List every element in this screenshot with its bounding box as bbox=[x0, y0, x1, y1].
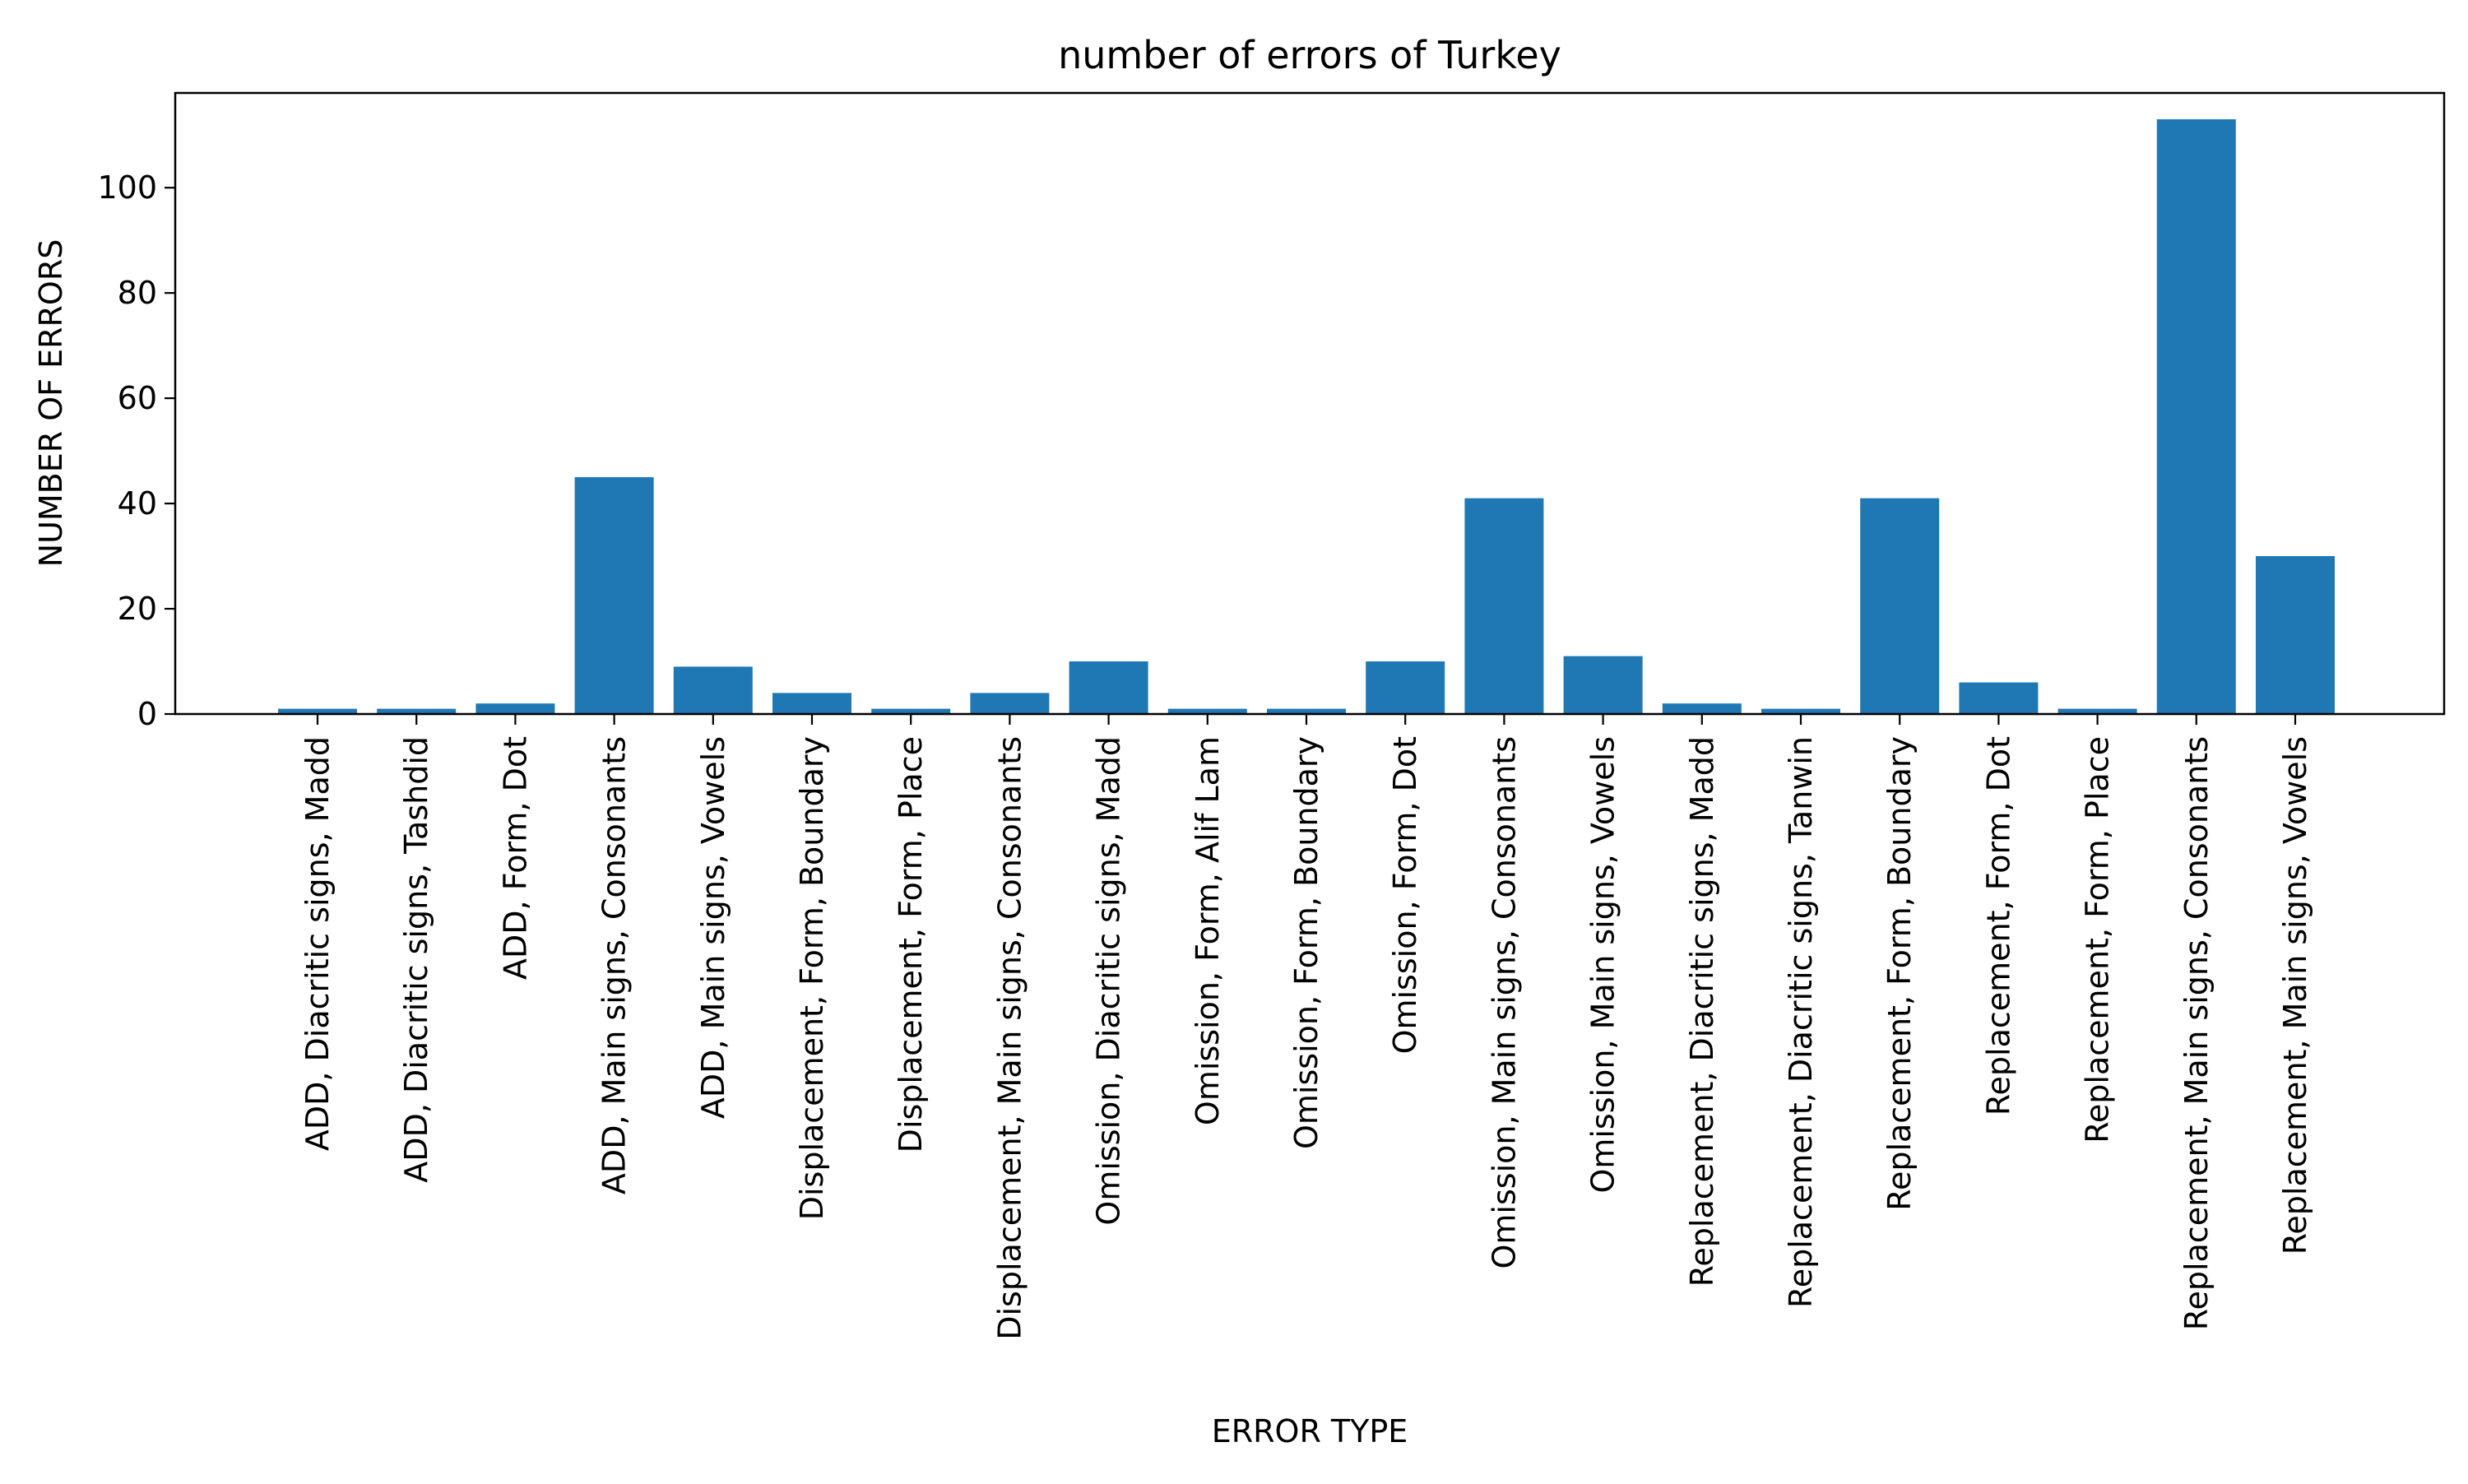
bar bbox=[574, 477, 654, 714]
x-tick-label: Omission, Main signs, Consonants bbox=[1486, 736, 1522, 1269]
chart-title: number of errors of Turkey bbox=[1058, 33, 1561, 77]
bar bbox=[2256, 556, 2335, 714]
y-tick-label: 20 bbox=[118, 591, 157, 627]
x-tick-label: Omission, Main signs, Vowels bbox=[1585, 736, 1621, 1194]
y-tick-label: 0 bbox=[137, 696, 157, 732]
x-tick-label: ADD, Diacritic signs, Madd bbox=[299, 736, 336, 1151]
bars-layer bbox=[278, 118, 2335, 715]
x-tick-label: Displacement, Form, Place bbox=[893, 736, 929, 1152]
x-tick-label: ADD, Form, Dot bbox=[497, 736, 533, 980]
bar bbox=[1761, 708, 1840, 714]
bar bbox=[1464, 498, 1544, 714]
y-tick-label: 60 bbox=[118, 380, 157, 416]
x-tick-label: Replacement, Form, Boundary bbox=[1881, 736, 1918, 1211]
bar bbox=[377, 708, 457, 714]
bar bbox=[1167, 708, 1247, 714]
y-tick-label: 40 bbox=[118, 485, 157, 522]
bar bbox=[871, 708, 951, 714]
x-axis-label: ERROR TYPE bbox=[1212, 1413, 1408, 1449]
x-tick-label: Replacement, Diacritic signs, Tanwin bbox=[1783, 736, 1819, 1308]
bar bbox=[1069, 661, 1148, 714]
y-axis-label: NUMBER OF ERRORS bbox=[33, 239, 69, 568]
x-tick-label: Replacement, Main signs, Consonants bbox=[2178, 736, 2215, 1330]
x-tick-label: Omission, Form, Alif Lam bbox=[1190, 736, 1226, 1125]
x-tick-label: Displacement, Form, Boundary bbox=[794, 736, 830, 1220]
bar bbox=[970, 693, 1050, 714]
bar bbox=[673, 666, 753, 714]
y-tick-label: 100 bbox=[97, 169, 157, 206]
bar bbox=[1563, 656, 1643, 714]
x-tick-label: Omission, Form, Dot bbox=[1387, 736, 1423, 1054]
y-tick-label: 80 bbox=[118, 275, 157, 311]
x-tick-label: ADD, Main signs, Vowels bbox=[695, 736, 731, 1119]
x-tick-label: ADD, Diacritic signs, Tashdid bbox=[398, 736, 434, 1183]
x-tick-label: Replacement, Diacritic signs, Madd bbox=[1684, 736, 1720, 1287]
x-tick-label: Displacement, Main signs, Consonants bbox=[991, 736, 1028, 1340]
x-tick-label: ADD, Main signs, Consonants bbox=[596, 736, 633, 1194]
bar bbox=[2156, 118, 2236, 715]
x-tick-label: Omission, Form, Boundary bbox=[1288, 736, 1324, 1149]
bar bbox=[476, 703, 555, 714]
bar bbox=[1267, 708, 1346, 714]
bar bbox=[1959, 682, 2039, 714]
bar bbox=[278, 708, 357, 714]
plot-frame bbox=[174, 91, 2446, 716]
bar bbox=[1366, 661, 1445, 714]
x-tick-label: Replacement, Form, Place bbox=[2080, 736, 2116, 1143]
x-tick-label: Replacement, Main signs, Vowels bbox=[2277, 736, 2313, 1254]
x-tick-label: Omission, Diacritic signs, Madd bbox=[1091, 736, 1127, 1226]
bar bbox=[772, 693, 851, 714]
x-tick-label: Replacement, Form, Dot bbox=[1980, 736, 2016, 1115]
x-axis-ticks: ADD, Diacritic signs, Madd ADD, Diacritic… bbox=[299, 714, 2313, 1340]
bar bbox=[1860, 498, 1940, 714]
bar bbox=[2057, 708, 2137, 714]
y-axis-ticks: 0 20 40 60 80 100 bbox=[97, 169, 175, 732]
bar bbox=[1662, 703, 1742, 714]
